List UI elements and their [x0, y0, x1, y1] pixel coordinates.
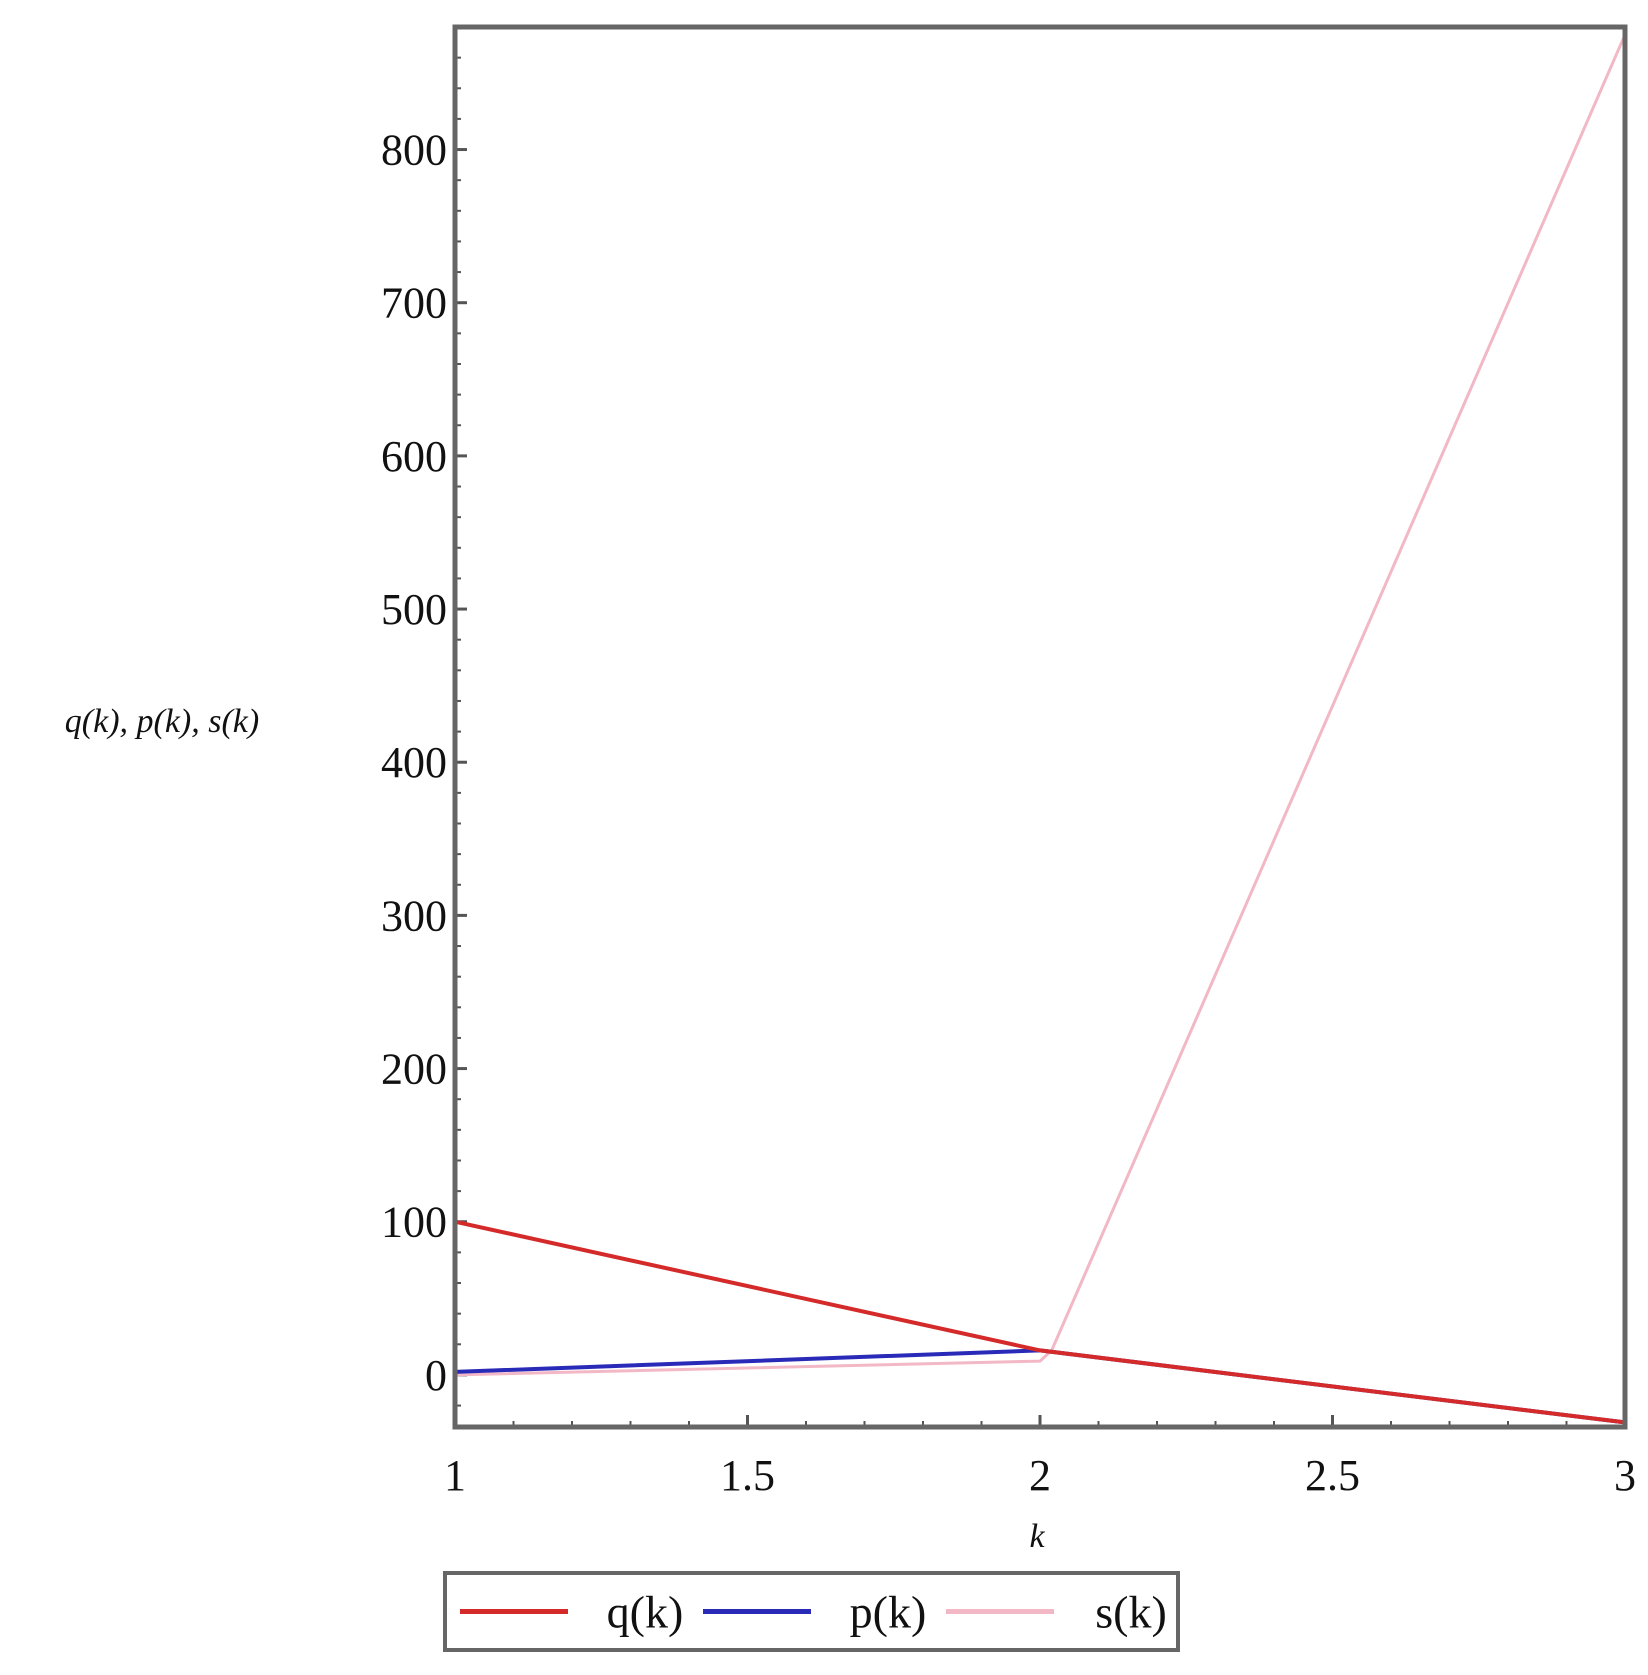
series-line-s-k: [453, 33, 1627, 1377]
legend-label-q-k: q(k): [607, 1587, 684, 1638]
y-tick-label: 500: [381, 585, 447, 634]
axis-labels: q(k), p(k), s(k) k: [65, 703, 1046, 1555]
y-axis-label: q(k), p(k), s(k): [65, 703, 259, 740]
plot-frame: [452, 24, 1628, 1430]
x-tick-label: 1.5: [720, 1451, 775, 1500]
y-tick-label: 100: [381, 1198, 447, 1247]
x-tick-label: 2.5: [1305, 1451, 1360, 1500]
x-tick-label: 1: [444, 1451, 466, 1500]
y-tick-label: 0: [425, 1351, 447, 1400]
x-tick-label: 3: [1614, 1451, 1636, 1500]
y-tick-label: 600: [381, 432, 447, 481]
series-line-q-k: [453, 1219, 1627, 1425]
y-tick-label: 800: [381, 126, 447, 175]
x-axis-label: k: [1029, 1518, 1045, 1555]
y-tick-label: 700: [381, 279, 447, 328]
x-tick-label: 2: [1029, 1451, 1051, 1500]
legend-label-s-k: s(k): [1095, 1587, 1167, 1638]
y-tick-label: 400: [381, 738, 447, 787]
y-tick-label: 300: [381, 891, 447, 940]
axis-ticks: 0 100 200 300 400 500 600 700 800 1 1.5 2 2.5 3: [381, 56, 1636, 1500]
y-tick-label: 200: [381, 1045, 447, 1094]
series-lines: [453, 33, 1627, 1425]
legend-label-p-k: p(k): [850, 1587, 927, 1638]
legend: q(k) p(k) s(k): [443, 1571, 1180, 1652]
plot-border: [452, 24, 1628, 1430]
